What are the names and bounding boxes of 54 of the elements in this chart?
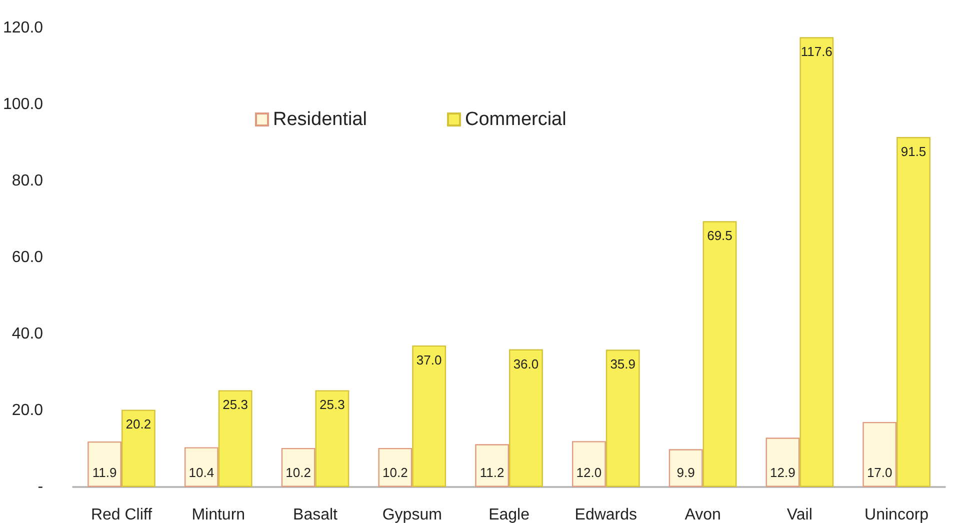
- legend-label: Commercial: [465, 109, 566, 130]
- data-label: 10.2: [382, 465, 408, 480]
- bar: [218, 390, 252, 487]
- x-tick-label: Eagle: [488, 506, 530, 523]
- y-tick-label: 100.0: [2, 96, 44, 113]
- x-tick-label: Gypsum: [382, 506, 442, 523]
- data-label: 35.9: [610, 356, 636, 372]
- data-label: 17.0: [866, 465, 892, 480]
- x-tick-label: Red Cliff: [90, 506, 153, 523]
- bar: [121, 410, 156, 487]
- data-label: 91.5: [900, 144, 926, 160]
- data-label: 69.5: [707, 228, 732, 244]
- x-tick-label: Minturn: [192, 506, 246, 523]
- bar: [702, 221, 737, 487]
- y-tick-label: 20.0: [12, 402, 44, 419]
- bar: [896, 137, 930, 487]
- bar: [281, 448, 316, 487]
- y-tick-label: 40.0: [12, 326, 44, 342]
- bar: [800, 37, 834, 487]
- y-tick-label: -: [38, 478, 44, 496]
- y-tick-label: 60.0: [12, 249, 44, 266]
- data-label: 11.2: [480, 465, 504, 480]
- data-label: 10.4: [188, 465, 214, 480]
- data-label: 37.0: [416, 352, 442, 368]
- data-label: 25.3: [222, 397, 248, 412]
- x-tick-label: Basalt: [293, 506, 338, 523]
- bar: [475, 444, 510, 487]
- data-label: 12.9: [770, 465, 796, 480]
- data-label: 36.0: [513, 356, 539, 372]
- data-label: 20.2: [126, 416, 152, 432]
- bar: [766, 438, 800, 487]
- data-label: 12.0: [576, 465, 602, 480]
- bar: [606, 350, 640, 487]
- x-tick-label: Avon: [684, 506, 721, 523]
- bar: [315, 390, 350, 487]
- bar: [509, 349, 543, 487]
- data-label: 25.3: [320, 397, 345, 412]
- bar: [378, 448, 412, 487]
- bar: [862, 422, 897, 487]
- bar: [412, 345, 446, 487]
- data-label: 11.9: [92, 465, 117, 480]
- data-label: 117.6: [800, 44, 832, 60]
- bar: [88, 441, 122, 487]
- bar: [668, 449, 703, 487]
- x-tick-label: Vail: [786, 506, 812, 523]
- bar: [184, 447, 218, 487]
- legend-label: Residential: [273, 109, 367, 130]
- bar: [572, 441, 606, 487]
- y-tick-label: 120.0: [2, 20, 44, 36]
- x-tick-label: Edwards: [574, 506, 638, 523]
- data-label: 10.2: [286, 465, 311, 480]
- data-label: 9.9: [676, 465, 695, 480]
- x-tick-label: Unincorp: [864, 506, 929, 523]
- y-tick-label: 80.0: [12, 172, 44, 190]
